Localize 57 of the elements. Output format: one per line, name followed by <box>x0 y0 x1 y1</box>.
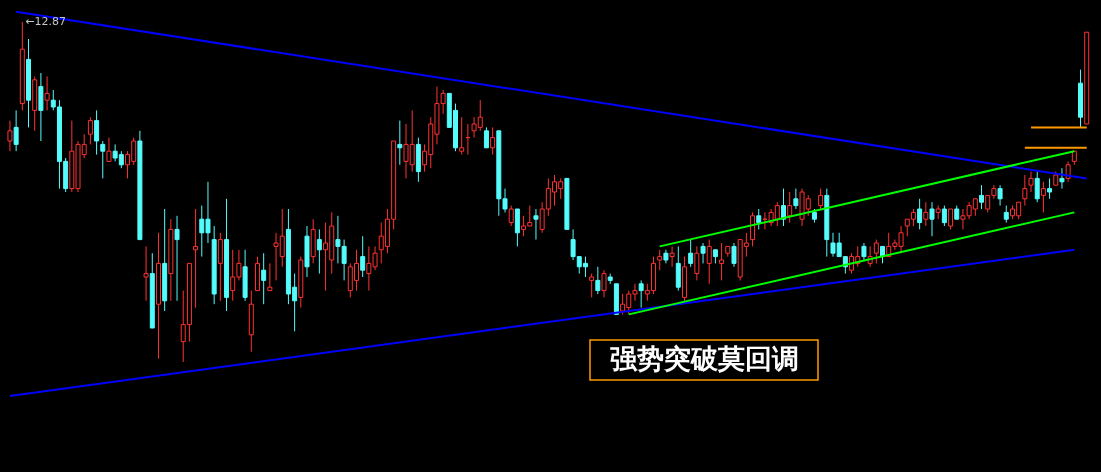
candlestick <box>1047 177 1053 200</box>
candlestick <box>694 245 700 281</box>
candlestick <box>1028 171 1034 193</box>
candlestick <box>589 273 595 298</box>
candlestick <box>360 235 366 278</box>
candlestick <box>675 245 681 292</box>
candlestick <box>979 184 985 210</box>
candlestick <box>997 184 1003 207</box>
candlestick <box>1022 174 1028 207</box>
candlestick <box>483 126 489 149</box>
candlestick <box>750 211 756 247</box>
candlestick <box>595 266 601 295</box>
candlestick <box>533 208 539 241</box>
candlestick <box>217 232 223 302</box>
candlestick <box>657 249 663 271</box>
candlestick <box>688 239 694 268</box>
candlestick <box>669 245 675 268</box>
candlestick <box>1059 167 1065 190</box>
candlestick <box>261 252 267 305</box>
candlestick <box>706 239 712 285</box>
candlestick <box>929 201 935 237</box>
annotation: ←12.87 <box>25 15 67 28</box>
candlestick <box>38 72 44 142</box>
candlestick <box>793 188 799 210</box>
candlestick <box>397 120 403 166</box>
candlestick <box>700 242 706 264</box>
candlestick <box>174 215 180 302</box>
candlestick <box>818 188 824 210</box>
candlestick <box>1040 181 1046 213</box>
candlestick <box>731 242 737 268</box>
candlestick <box>638 279 644 309</box>
candlestick <box>917 198 923 230</box>
candlestick <box>94 109 100 156</box>
candlestick <box>941 205 947 227</box>
candlestick <box>13 109 19 152</box>
candlestick <box>1034 171 1040 203</box>
candlestick <box>601 269 607 298</box>
candlestick <box>948 208 954 230</box>
candlestick <box>514 208 520 247</box>
candlestick <box>316 228 322 275</box>
candlestick <box>490 126 496 156</box>
candlestick <box>459 116 465 156</box>
candlestick <box>44 75 50 111</box>
candlestick <box>719 242 725 281</box>
candlestick <box>106 137 112 162</box>
candlestick <box>143 245 149 302</box>
candlestick <box>267 262 273 292</box>
candlestick <box>87 116 93 145</box>
candlestick <box>100 140 106 179</box>
candlestick <box>193 208 199 309</box>
candlestick <box>873 239 879 264</box>
annotation: 强势突破莫回调 <box>609 343 799 374</box>
candlestick <box>7 120 13 152</box>
candlestick <box>508 205 514 227</box>
candlestick <box>756 208 762 230</box>
candlestick <box>923 201 929 227</box>
candlestick <box>787 191 793 224</box>
